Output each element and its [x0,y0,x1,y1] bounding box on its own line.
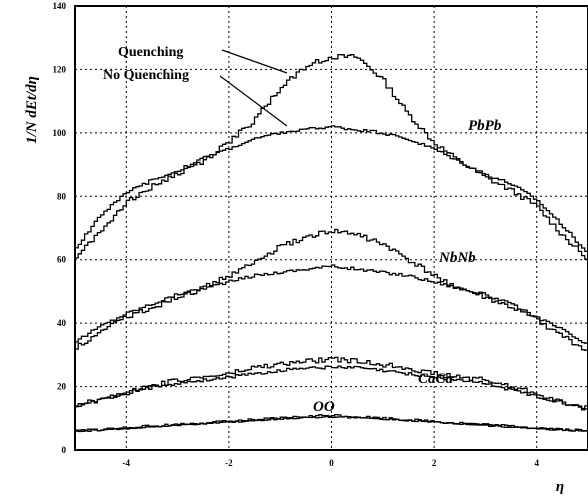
legend-quenching-pointer [221,49,288,74]
series-oo-no-quenching [75,415,588,433]
series-pbpb-no-quenching [75,125,588,252]
legend-no-quenching: No Quenching [103,68,189,83]
y-tick-label: 60 [57,255,67,265]
label-nbnb: NbNb [438,250,476,266]
plot-frame [74,5,588,451]
series-caca-no-quenching [75,365,588,410]
x-tick-label: -4 [123,458,131,468]
legend-quenching: Quenching [118,45,183,60]
legend-no-quenching-pointer [219,75,288,127]
series-caca-quenching [75,356,588,411]
y-tick-label: 80 [57,191,67,201]
label-caca: CaCa [418,371,454,387]
x-tick-label: -2 [225,458,233,468]
x-tick-label: 2 [432,458,437,468]
y-tick-label: 120 [53,64,67,74]
series-pbpb-quenching [75,53,588,260]
label-pbpb: PbPb [468,118,502,134]
x-tick-label: 4 [534,458,539,468]
label-oo: OO [313,399,335,415]
y-tick-label: 140 [53,1,67,11]
series-layer [75,53,588,433]
y-tick-label: 100 [53,128,67,138]
x-tick-label: 0 [329,458,334,468]
series-nbnb-no-quenching [75,264,588,344]
y-tick-label: 20 [57,382,67,392]
y-axis-label: 1/N dEt/dη [24,76,40,144]
x-axis-label: η [556,479,564,495]
y-tick-label: 0 [62,445,67,455]
y-tick-label: 40 [57,318,67,328]
series-nbnb-quenching [75,228,588,351]
